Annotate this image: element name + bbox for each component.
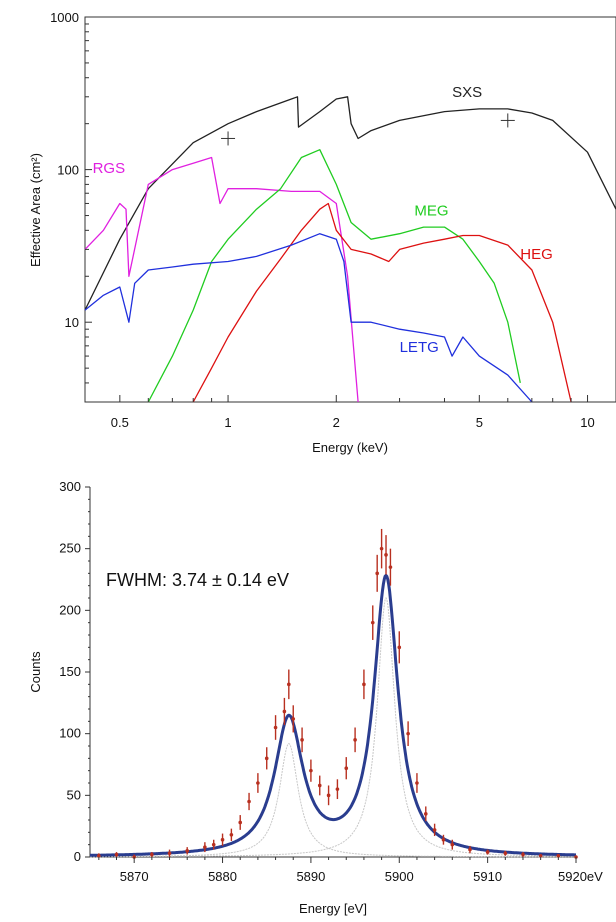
data-point <box>375 554 379 592</box>
bottom-y-axis-title: Counts <box>28 651 43 693</box>
series-label-sxs: SXS <box>452 84 482 101</box>
top-markers-group <box>221 113 515 146</box>
plus-marker <box>500 113 515 128</box>
bottom-y-tick-label: 0 <box>74 849 81 864</box>
data-point <box>388 548 393 586</box>
bottom-x-axis-title: Energy [eV] <box>299 901 367 916</box>
top-plot-frame <box>84 16 616 403</box>
bottom-y-tick-label: 150 <box>59 664 81 679</box>
data-point <box>335 779 340 800</box>
data-point <box>287 669 291 700</box>
series-line-meg <box>147 149 521 403</box>
series-line-letg <box>84 233 533 403</box>
component-curve <box>90 742 576 858</box>
top-x-axis-title: Energy (keV) <box>312 440 388 455</box>
data-point <box>384 535 388 575</box>
effective-area-chart: 0.5 1 2 5 10 10 100 1000 SXS RGS MEG HEG LETG Energ… <box>28 10 616 455</box>
data-point <box>344 757 349 780</box>
spectrum-counts-chart: 5870 5880 5890 5900 5910 5920eV 0 50 100 150 200 25… <box>28 479 603 916</box>
data-point <box>150 852 154 857</box>
top-x-tick-label: 5 <box>476 415 483 430</box>
top-y-tick-label: 1000 <box>50 10 79 25</box>
top-x-tick-label: 1 <box>224 415 231 430</box>
data-point <box>423 806 428 822</box>
top-y-tick-label: 10 <box>65 315 79 330</box>
data-point <box>538 853 543 858</box>
data-point <box>238 815 243 830</box>
data-point <box>282 697 287 726</box>
top-y-axis-title: Effective Area (cm²) <box>28 153 43 267</box>
fit-curve <box>89 573 577 857</box>
bottom-y-tick-label: 100 <box>59 726 81 741</box>
series-label-letg: LETG <box>400 339 439 356</box>
data-point <box>114 852 119 857</box>
data-point <box>97 853 101 858</box>
top-x-tick-label: 0.5 <box>111 415 129 430</box>
bottom-axis-ticks: 5870 5880 5890 5900 5910 5920eV 0 50 100 150 200 25… <box>59 479 603 884</box>
data-point <box>406 721 410 746</box>
data-point <box>450 839 455 850</box>
data-point <box>220 833 225 846</box>
bottom-x-tick-label: 5910 <box>473 869 502 884</box>
data-point <box>521 852 525 857</box>
series-line-heg <box>192 202 572 403</box>
fwhm-annotation: FWHM: 3.74 ± 0.14 eV <box>106 570 289 590</box>
data-point <box>211 839 216 850</box>
series-label-heg: HEG <box>520 246 553 263</box>
top-y-tick-label: 100 <box>57 163 79 178</box>
data-point <box>167 849 172 857</box>
data-point <box>415 773 419 793</box>
data-point <box>326 785 331 806</box>
data-point <box>229 828 234 841</box>
bottom-y-tick-label: 50 <box>67 787 81 802</box>
bottom-x-tick-label: 5900 <box>385 869 414 884</box>
bottom-x-tick-label: 5870 <box>120 869 149 884</box>
data-point <box>185 847 189 855</box>
data-point <box>485 849 490 855</box>
bottom-x-tick-label: 5920eV <box>558 869 603 884</box>
top-x-tick-label: 10 <box>580 415 594 430</box>
data-point <box>379 528 384 569</box>
top-axis-ticks: 0.5 1 2 5 10 10 100 1000 <box>50 10 595 430</box>
data-point <box>317 775 322 796</box>
data-point <box>362 669 366 700</box>
data-point <box>370 605 375 640</box>
top-series-labels: SXS RGS MEG HEG LETG <box>93 84 553 356</box>
data-point <box>353 727 357 753</box>
component-curves <box>90 596 576 858</box>
data-point <box>309 759 313 782</box>
bottom-x-tick-label: 5890 <box>296 869 325 884</box>
plus-marker <box>221 131 236 146</box>
bottom-y-tick-label: 200 <box>59 602 81 617</box>
bottom-y-tick-label: 250 <box>59 541 81 556</box>
component-curve <box>90 596 576 858</box>
data-point <box>264 747 269 770</box>
data-point <box>247 792 251 811</box>
data-point <box>203 842 207 853</box>
data-point <box>432 823 437 837</box>
fit-curve-group <box>89 573 577 857</box>
series-line-sxs <box>84 96 616 311</box>
series-label-meg: MEG <box>414 203 448 220</box>
data-point <box>441 834 446 845</box>
bottom-x-tick-label: 5880 <box>208 869 237 884</box>
data-point <box>291 705 296 733</box>
bottom-y-tick-label: 300 <box>59 479 81 494</box>
data-point <box>397 631 402 664</box>
data-point <box>503 850 508 856</box>
data-points-group <box>97 528 578 859</box>
top-x-tick-label: 2 <box>333 415 340 430</box>
data-point <box>300 727 304 753</box>
data-point <box>256 773 260 793</box>
data-point <box>468 845 472 854</box>
data-point <box>273 715 278 740</box>
series-line-rgs <box>84 156 359 403</box>
data-point <box>556 853 561 858</box>
top-series-group <box>84 96 616 403</box>
series-label-rgs: RGS <box>93 160 126 177</box>
